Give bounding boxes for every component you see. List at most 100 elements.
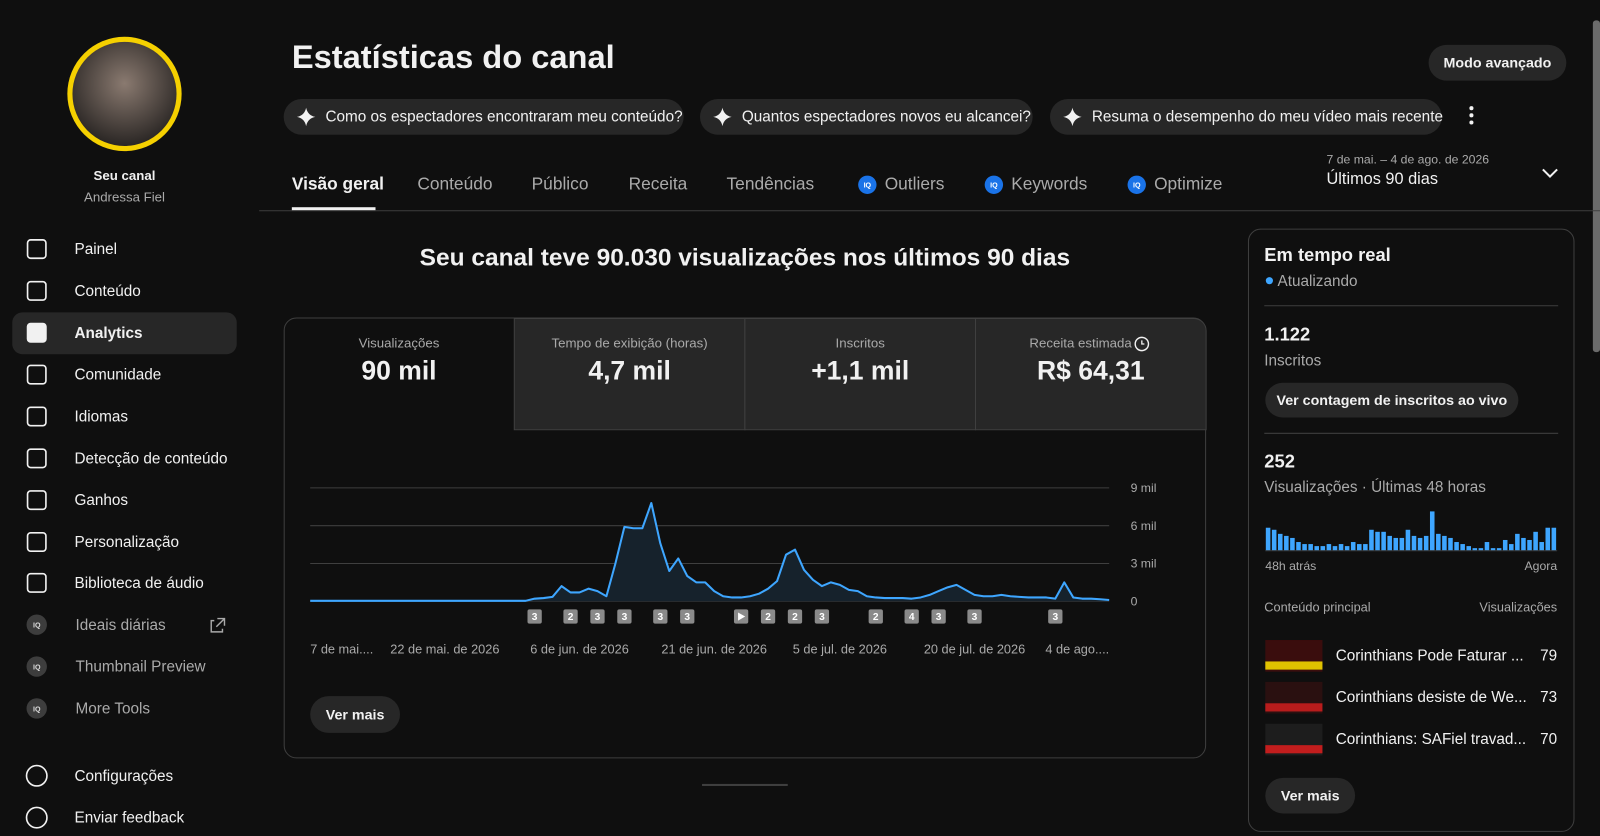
more-menu-dot[interactable] xyxy=(1469,120,1474,125)
tab[interactable]: Keywords xyxy=(1011,173,1087,193)
mini-bar[interactable] xyxy=(1551,527,1557,551)
mini-bar[interactable] xyxy=(1350,542,1356,551)
dropdown-chevron[interactable] xyxy=(1542,168,1558,179)
nav-active-bg[interactable] xyxy=(12,312,237,355)
footer-item[interactable]: Enviar feedback xyxy=(74,810,184,827)
mini-bar[interactable] xyxy=(1545,527,1551,551)
mini-bar[interactable] xyxy=(1277,533,1283,551)
mini-bar[interactable] xyxy=(1454,542,1459,551)
live-count-button[interactable]: Ver contagem de inscritos ao vivo xyxy=(1276,393,1507,409)
upload-marker[interactable] xyxy=(617,609,632,624)
mini-bar[interactable] xyxy=(1417,537,1423,551)
suggestion-text[interactable]: Quantos espectadores novos eu alcancei? xyxy=(742,108,1031,125)
nav-item[interactable]: Conteúdo xyxy=(74,283,140,300)
tool-item[interactable]: Thumbnail Preview xyxy=(76,659,207,676)
tab[interactable]: Conteúdo xyxy=(417,173,492,193)
mini-bar[interactable] xyxy=(1490,548,1496,551)
mini-bar[interactable] xyxy=(1515,533,1520,551)
upload-marker[interactable] xyxy=(967,609,982,624)
upload-marker[interactable] xyxy=(680,609,695,624)
nav-item[interactable]: Detecção de conteúdo xyxy=(74,450,227,467)
nav-item[interactable]: Biblioteca de áudio xyxy=(74,575,203,592)
tab[interactable]: Receita xyxy=(629,173,688,193)
mini-bar[interactable] xyxy=(1375,531,1380,551)
top-content-title[interactable]: Corinthians desiste de We... xyxy=(1336,689,1527,706)
mini-bar[interactable] xyxy=(1399,537,1405,551)
mini-bar[interactable] xyxy=(1448,537,1453,551)
upload-marker[interactable] xyxy=(1048,609,1063,624)
mini-bar[interactable] xyxy=(1533,531,1538,551)
scrollbar[interactable] xyxy=(1592,20,1600,353)
more-menu-dot[interactable] xyxy=(1469,113,1474,118)
mini-bar[interactable] xyxy=(1308,544,1313,551)
mini-bar[interactable] xyxy=(1393,537,1399,551)
nav-item[interactable]: Painel xyxy=(74,241,117,258)
mini-bar[interactable] xyxy=(1411,535,1417,551)
mini-bar[interactable] xyxy=(1332,546,1338,551)
advanced-button-bg[interactable] xyxy=(1428,44,1567,81)
mini-bar[interactable] xyxy=(1539,542,1544,551)
upload-marker[interactable] xyxy=(563,609,578,624)
date-range[interactable]: 7 de mai. – 4 de ago. de 2026 xyxy=(1327,152,1490,166)
tab[interactable]: Optimize xyxy=(1154,173,1222,193)
nav-item[interactable]: Comunidade xyxy=(74,367,161,384)
realtime-see-more[interactable]: Ver mais xyxy=(1281,788,1340,804)
mini-bar[interactable] xyxy=(1363,544,1368,551)
mini-bar[interactable] xyxy=(1320,546,1326,551)
tab[interactable]: Visão geral xyxy=(292,173,384,193)
mini-bar[interactable] xyxy=(1484,542,1490,551)
mini-bar[interactable] xyxy=(1436,533,1441,551)
upload-marker[interactable] xyxy=(653,609,668,624)
top-content-title[interactable]: Corinthians Pode Faturar ... xyxy=(1336,647,1524,664)
suggestion-text[interactable]: Como os espectadores encontraram meu con… xyxy=(326,108,683,125)
advanced-button[interactable]: Modo avançado xyxy=(1444,56,1552,72)
mini-bar[interactable] xyxy=(1284,535,1289,551)
mini-bar[interactable] xyxy=(1326,544,1332,551)
nav-item[interactable]: Analytics xyxy=(74,325,142,342)
mini-bar[interactable] xyxy=(1357,544,1362,551)
mini-bar[interactable] xyxy=(1271,529,1277,551)
upload-marker[interactable] xyxy=(904,609,919,624)
mini-bar[interactable] xyxy=(1405,529,1411,551)
upload-marker[interactable] xyxy=(931,609,946,624)
mini-bar[interactable] xyxy=(1460,544,1465,551)
mini-bar[interactable] xyxy=(1521,537,1526,551)
mini-bar[interactable] xyxy=(1290,537,1295,551)
mini-bar[interactable] xyxy=(1509,544,1514,551)
suggestion-text[interactable]: Resuma o desempenho do meu vídeo mais re… xyxy=(1092,108,1443,125)
more-menu-dot[interactable] xyxy=(1469,106,1474,111)
upload-marker[interactable] xyxy=(787,609,803,624)
nav-item[interactable]: Ganhos xyxy=(74,492,128,509)
mini-bar[interactable] xyxy=(1381,531,1386,551)
nav-item[interactable]: Idiomas xyxy=(74,409,128,426)
nav-item[interactable]: Personalização xyxy=(74,534,179,551)
mini-bar[interactable] xyxy=(1387,535,1392,551)
mini-bar[interactable] xyxy=(1478,548,1484,551)
suggestion-chip[interactable] xyxy=(700,99,1033,135)
mini-bar[interactable] xyxy=(1338,544,1344,551)
mini-bar[interactable] xyxy=(1369,529,1374,551)
mini-bar[interactable] xyxy=(1423,535,1429,551)
footer-item[interactable]: Configurações xyxy=(74,768,173,785)
mini-bar[interactable] xyxy=(1296,542,1301,551)
mini-bar[interactable] xyxy=(1302,544,1307,551)
tool-item[interactable]: Ideais diárias xyxy=(76,617,166,634)
see-more-button-bg[interactable] xyxy=(310,696,400,733)
mini-bar[interactable] xyxy=(1429,511,1435,551)
upload-marker[interactable] xyxy=(868,609,883,624)
upload-marker[interactable] xyxy=(814,609,830,624)
top-content-title[interactable]: Corinthians: SAFiel travad... xyxy=(1336,731,1526,748)
mini-bar[interactable] xyxy=(1265,527,1271,551)
mini-bar[interactable] xyxy=(1527,539,1532,551)
mini-bar[interactable] xyxy=(1344,546,1350,551)
mini-bar[interactable] xyxy=(1502,539,1508,551)
tab[interactable]: Tendências xyxy=(727,173,815,193)
tab[interactable]: Outliers xyxy=(885,173,945,193)
tool-item[interactable]: More Tools xyxy=(76,700,151,717)
live-count-button-bg[interactable] xyxy=(1265,382,1519,418)
suggestion-chip[interactable] xyxy=(283,99,684,135)
realtime-see-more-bg[interactable] xyxy=(1265,777,1356,814)
date-range-label[interactable]: Últimos 90 dias xyxy=(1327,169,1438,188)
upload-marker[interactable] xyxy=(760,609,776,624)
upload-marker[interactable] xyxy=(527,609,542,624)
